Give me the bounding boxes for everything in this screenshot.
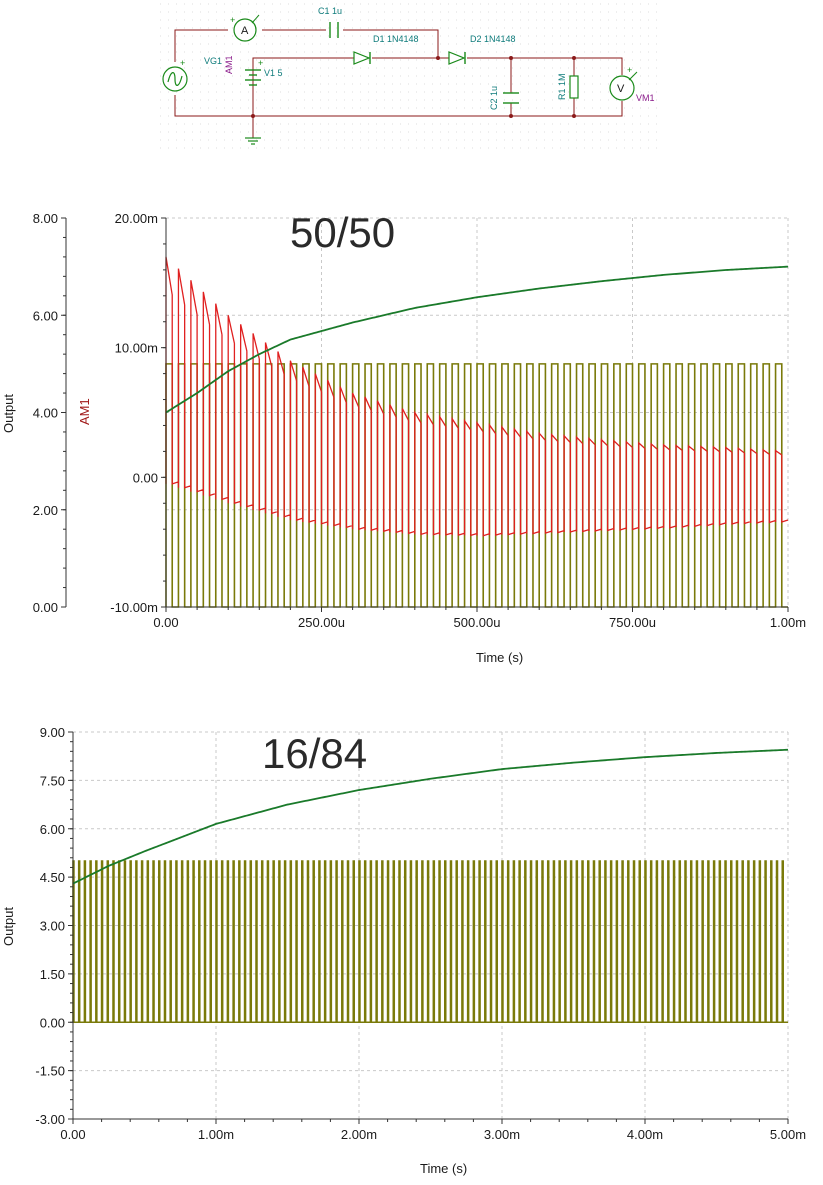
chart-50-50: 0.00 250.00u 500.00u 750.00u 1.00m 0.00 2.00 4.… (1, 209, 806, 665)
capacitor-c2-icon (503, 92, 519, 104)
chart2-y-tick-label: 7.50 (40, 773, 65, 788)
chart1-y2-tick-label: 0.00 (133, 470, 158, 485)
chart-16-84: 0.00 1.00m 2.00m 3.00m 4.00m 5.00m -3.00 -1.50 0… (1, 725, 806, 1176)
svg-text:+: + (230, 15, 235, 25)
diode-d2-icon (448, 51, 466, 65)
chart2-y-axis-label: Output (1, 907, 16, 946)
chart2-y-tick-label: 9.00 (40, 725, 65, 740)
battery-v1-icon (245, 69, 261, 86)
resistor-r1-icon (569, 75, 579, 99)
label-c1: C1 1u (318, 6, 342, 16)
schematic-grid-dots (160, 3, 657, 149)
chart1-y-tick-label: 2.00 (33, 503, 58, 518)
chart1-tick-labels: 0.00 250.00u 500.00u 750.00u 1.00m 0.00 2.00 4.… (33, 211, 806, 630)
chart2-x-tick-label: 4.00m (627, 1127, 663, 1142)
chart1-x-tick-label: 750.00u (609, 615, 656, 630)
chart1-y-tick-label: 0.00 (33, 600, 58, 615)
chart2-x-tick-label: 3.00m (484, 1127, 520, 1142)
chart2-square-wave-line (72, 860, 788, 1024)
chart2-title: 16/84 (262, 730, 367, 777)
chart2-x-tick-label: 1.00m (198, 1127, 234, 1142)
diode-d1-icon (353, 51, 371, 65)
chart2-tick-labels: 0.00 1.00m 2.00m 3.00m 4.00m 5.00m -3.00 -1.50 0… (35, 725, 806, 1142)
junction-dots (251, 56, 576, 118)
voltmeter-icon: V + (609, 65, 638, 101)
capacitor-c1-icon (329, 22, 339, 38)
chart1-y2-tick-label: 10.00m (115, 341, 158, 356)
chart1-output-voltage-line (165, 265, 789, 414)
ac-source-icon: + (162, 58, 188, 92)
chart1-x-axis-label: Time (s) (476, 650, 523, 665)
label-d2: D2 1N4148 (470, 34, 516, 44)
chart2-y-tick-label: 3.00 (40, 919, 65, 934)
chart2-y-tick-label: 1.50 (40, 967, 65, 982)
label-d1: D1 1N4148 (373, 34, 419, 44)
chart1-series-output-voltage (165, 265, 789, 414)
label-v1: V1 5 (264, 68, 283, 78)
chart1-y-axis-label-left: Output (1, 394, 16, 433)
svg-text:+: + (627, 65, 632, 75)
chart1-x-tick-label: 250.00u (298, 615, 345, 630)
chart2-y-tick-label: -3.00 (35, 1112, 65, 1127)
label-vm1: VM1 (636, 93, 655, 103)
chart1-axes (61, 217, 789, 612)
chart2-x-tick-label: 5.00m (770, 1127, 806, 1142)
chart2-series-output-voltage (72, 748, 789, 885)
chart2-x-axis-label: Time (s) (420, 1161, 467, 1176)
circuit-schematic: + A + + (155, 0, 665, 158)
chart2-y-tick-label: 0.00 (40, 1015, 65, 1030)
chart1-y2-tick-label: -10.00m (110, 600, 158, 615)
chart2-series-square-wave (72, 860, 788, 1024)
chart2-x-tick-label: 0.00 (60, 1127, 85, 1142)
label-vg1: VG1 (204, 56, 222, 66)
chart1-x-tick-label: 1.00m (770, 615, 806, 630)
chart1-y2-tick-label: 20.00m (115, 211, 158, 226)
chart1-x-tick-label: 500.00u (454, 615, 501, 630)
voltmeter-symbol: V (617, 83, 625, 95)
chart1-y-tick-label: 6.00 (33, 308, 58, 323)
chart1-y-tick-label: 4.00 (33, 406, 58, 421)
chart1-x-tick-label: 0.00 (153, 615, 178, 630)
label-am1: AM1 (224, 55, 234, 74)
svg-text:+: + (258, 58, 263, 68)
chart2-y-tick-label: 6.00 (40, 822, 65, 837)
chart2-y-tick-label: 4.50 (40, 870, 65, 885)
chart2-output-voltage-line (72, 748, 789, 885)
svg-text:+: + (180, 58, 185, 68)
label-r1: R1 1M (557, 73, 567, 100)
ammeter-symbol: A (241, 25, 249, 37)
chart2-axes (68, 731, 789, 1124)
ammeter-icon: A + (230, 14, 260, 42)
chart1-y-tick-label: 8.00 (33, 211, 58, 226)
chart1-title: 50/50 (290, 209, 395, 256)
label-c2: C2 1u (489, 86, 499, 110)
ground-icon (245, 137, 261, 145)
chart1-y-axis-label-right: AM1 (77, 398, 92, 425)
chart2-y-tick-label: -1.50 (35, 1064, 65, 1079)
chart2-x-tick-label: 2.00m (341, 1127, 377, 1142)
